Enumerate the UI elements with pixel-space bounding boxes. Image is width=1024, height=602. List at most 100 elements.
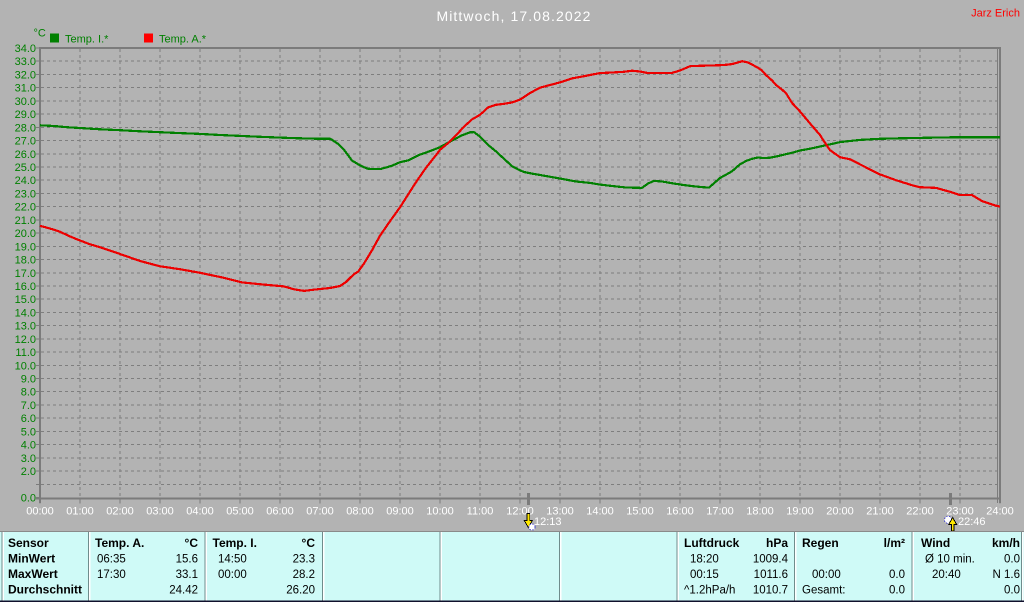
svg-text:6.0: 6.0	[21, 413, 36, 425]
svg-text:18:00: 18:00	[746, 506, 774, 518]
svg-text:24.0: 24.0	[15, 175, 36, 187]
svg-text:33.1: 33.1	[176, 569, 198, 581]
svg-text:00:15: 00:15	[690, 569, 719, 581]
svg-text:°C: °C	[185, 536, 199, 550]
svg-text:13.0: 13.0	[15, 321, 36, 333]
svg-text:Regen: Regen	[802, 536, 839, 550]
svg-text:30.0: 30.0	[15, 96, 36, 108]
svg-text:22:00: 22:00	[906, 506, 934, 518]
svg-text:Jarz Erich: Jarz Erich	[971, 8, 1020, 20]
svg-text:00:00: 00:00	[218, 569, 247, 581]
svg-text:0.0: 0.0	[1004, 554, 1020, 566]
svg-text:23:00: 23:00	[946, 506, 974, 518]
svg-text:29.0: 29.0	[15, 109, 36, 121]
svg-text:^1.2hPa/h: ^1.2hPa/h	[684, 585, 735, 597]
svg-text:0.0: 0.0	[889, 585, 905, 597]
svg-text:7.0: 7.0	[21, 400, 36, 412]
svg-text:22.0: 22.0	[15, 202, 36, 214]
svg-text:Temp. I.*: Temp. I.*	[65, 34, 109, 46]
svg-text:25.0: 25.0	[15, 162, 36, 174]
svg-text:11.0: 11.0	[15, 347, 36, 359]
svg-text:0.0: 0.0	[21, 493, 36, 505]
svg-text:Durchschnitt: Durchschnitt	[8, 583, 82, 597]
svg-text:21.0: 21.0	[15, 215, 36, 227]
svg-text:04:00: 04:00	[186, 506, 214, 518]
svg-text:5.0: 5.0	[21, 426, 36, 438]
svg-text:14:50: 14:50	[218, 554, 247, 566]
svg-text:0.0: 0.0	[889, 569, 905, 581]
svg-text:Temp. I.: Temp. I.	[213, 536, 257, 550]
svg-text:09:00: 09:00	[386, 506, 414, 518]
svg-text:31.0: 31.0	[15, 83, 36, 95]
svg-text:20:00: 20:00	[826, 506, 854, 518]
svg-text:27.0: 27.0	[15, 136, 36, 148]
svg-text:°C: °C	[302, 536, 316, 550]
svg-text:05:00: 05:00	[226, 506, 254, 518]
svg-text:Gesamt:: Gesamt:	[802, 585, 845, 597]
svg-text:02:00: 02:00	[106, 506, 134, 518]
svg-text:23.3: 23.3	[293, 554, 315, 566]
svg-text:°C: °C	[34, 28, 46, 40]
svg-text:20:40: 20:40	[932, 569, 961, 581]
svg-text:8.0: 8.0	[21, 387, 36, 399]
svg-text:00:00: 00:00	[26, 506, 54, 518]
svg-text:14:00: 14:00	[586, 506, 614, 518]
svg-text:34.0: 34.0	[15, 43, 36, 55]
svg-text:15:00: 15:00	[626, 506, 654, 518]
svg-text:03:00: 03:00	[146, 506, 174, 518]
svg-text:16:00: 16:00	[666, 506, 694, 518]
svg-text:Temp. A.: Temp. A.	[95, 536, 144, 550]
svg-text:16.0: 16.0	[15, 281, 36, 293]
svg-text:18:20: 18:20	[690, 554, 719, 566]
svg-text:00:00: 00:00	[812, 569, 841, 581]
svg-text:19.0: 19.0	[15, 241, 36, 253]
svg-text:Temp. A.*: Temp. A.*	[159, 34, 207, 46]
svg-text:12:13: 12:13	[534, 516, 562, 528]
svg-text:24:00: 24:00	[986, 506, 1014, 518]
svg-text:17:00: 17:00	[706, 506, 734, 518]
svg-text:MaxWert: MaxWert	[8, 567, 58, 581]
svg-text:MinWert: MinWert	[8, 552, 55, 566]
svg-text:15.0: 15.0	[15, 294, 36, 306]
svg-text:17.0: 17.0	[15, 268, 36, 280]
svg-text:Ø 10 min.: Ø 10 min.	[925, 554, 975, 566]
svg-text:1009.4: 1009.4	[753, 554, 789, 566]
svg-text:15.6: 15.6	[176, 554, 198, 566]
svg-text:08:00: 08:00	[346, 506, 374, 518]
svg-text:07:00: 07:00	[306, 506, 334, 518]
svg-text:26.20: 26.20	[286, 585, 315, 597]
svg-text:11:00: 11:00	[467, 506, 494, 518]
svg-text:06:35: 06:35	[97, 554, 126, 566]
svg-text:20.0: 20.0	[15, 228, 36, 240]
svg-text:Wind: Wind	[921, 536, 950, 550]
svg-text:1011.6: 1011.6	[754, 569, 788, 581]
svg-text:13:00: 13:00	[546, 506, 574, 518]
svg-text:28.2: 28.2	[293, 569, 315, 581]
svg-text:06:00: 06:00	[266, 506, 294, 518]
svg-text:23.0: 23.0	[15, 188, 36, 200]
svg-text:12.0: 12.0	[15, 334, 36, 346]
svg-text:km/h: km/h	[992, 536, 1020, 550]
svg-text:9.0: 9.0	[21, 374, 36, 386]
svg-text:19:00: 19:00	[786, 506, 814, 518]
svg-text:0.0: 0.0	[1004, 585, 1020, 597]
svg-text:10.0: 10.0	[15, 360, 36, 372]
svg-text:4.0: 4.0	[21, 440, 36, 452]
svg-text:22:46: 22:46	[958, 516, 986, 528]
svg-text:Sensor: Sensor	[8, 536, 49, 550]
svg-text:26.0: 26.0	[15, 149, 36, 161]
svg-text:l/m²: l/m²	[884, 536, 905, 550]
svg-text:32.0: 32.0	[15, 69, 36, 81]
svg-text:01:00: 01:00	[66, 506, 94, 518]
svg-text:18.0: 18.0	[15, 255, 36, 267]
svg-text:Luftdruck: Luftdruck	[684, 536, 740, 550]
svg-text:hPa: hPa	[766, 536, 788, 550]
svg-text:N 1.6: N 1.6	[993, 569, 1021, 581]
svg-text:Mittwoch, 17.08.2022: Mittwoch, 17.08.2022	[436, 8, 591, 24]
svg-text:1010.7: 1010.7	[753, 585, 788, 597]
svg-text:33.0: 33.0	[15, 56, 36, 68]
svg-text:14.0: 14.0	[15, 307, 36, 319]
svg-text:17:30: 17:30	[97, 569, 126, 581]
svg-text:24.42: 24.42	[169, 585, 198, 597]
svg-text:10:00: 10:00	[426, 506, 454, 518]
